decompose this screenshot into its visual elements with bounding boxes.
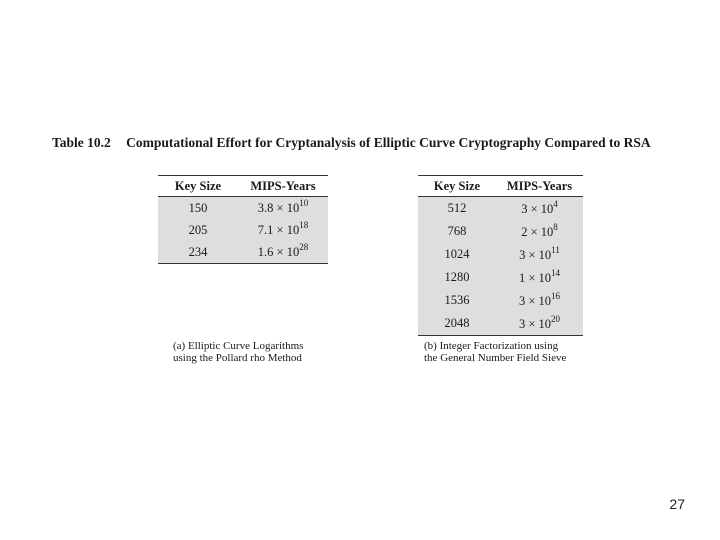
caption-line: the General Number Field Sieve [424,352,567,364]
key-size-cell: 2048 [418,312,496,336]
table-title: Table 10.2 Computational Effort for Cryp… [52,135,712,151]
column-header-mips-years: MIPS-Years [496,175,583,197]
caption-line: using the Pollard rho Method [173,352,302,364]
caption-line: (a) Elliptic Curve Logarithms [173,340,304,352]
mips-years-cell: 3 × 1020 [496,312,583,336]
key-size-cell: 768 [418,220,496,243]
column-header-key-size: Key Size [418,175,496,197]
ecc-effort-table: Key Size MIPS-Years 150 3.8 × 1010 205 7… [158,175,328,264]
table-row: 1536 3 × 1016 [418,289,583,312]
mips-years-cell: 3 × 1011 [496,243,583,266]
mips-years-cell: 3 × 1016 [496,289,583,312]
mips-years-cell: 3.8 × 1010 [238,196,328,219]
key-size-cell: 1024 [418,243,496,266]
table-row: 150 3.8 × 1010 [158,196,328,219]
table-number: Table 10.2 [52,135,111,150]
key-size-cell: 150 [158,196,238,219]
page-number: 27 [669,496,685,512]
mips-years-cell: 1 × 1014 [496,266,583,289]
key-size-cell: 205 [158,219,238,241]
key-size-cell: 1280 [418,266,496,289]
table-row: 768 2 × 108 [418,220,583,243]
table-row: 1024 3 × 1011 [418,243,583,266]
table-row: 205 7.1 × 1018 [158,219,328,241]
rsa-effort-table: Key Size MIPS-Years 512 3 × 104 768 2 × … [418,175,583,336]
mips-years-cell: 3 × 104 [496,196,583,220]
column-header-mips-years: MIPS-Years [238,175,328,197]
mips-years-cell: 2 × 108 [496,220,583,243]
table-title-text: Computational Effort for Cryptanalysis o… [126,135,651,150]
key-size-cell: 234 [158,241,238,264]
column-header-key-size: Key Size [158,175,238,197]
rsa-table-caption: (b) Integer Factorization using the Gene… [424,340,566,364]
table-row: 2048 3 × 1020 [418,312,583,336]
table-row: 234 1.6 × 1028 [158,241,328,264]
ecc-table-caption: (a) Elliptic Curve Logarithms using the … [173,340,303,364]
table-row: 1280 1 × 1014 [418,266,583,289]
key-size-cell: 512 [418,196,496,220]
caption-line: (b) Integer Factorization using [424,340,559,352]
table-row: 512 3 × 104 [418,196,583,220]
mips-years-cell: 1.6 × 1028 [238,241,328,264]
key-size-cell: 1536 [418,289,496,312]
mips-years-cell: 7.1 × 1018 [238,219,328,241]
